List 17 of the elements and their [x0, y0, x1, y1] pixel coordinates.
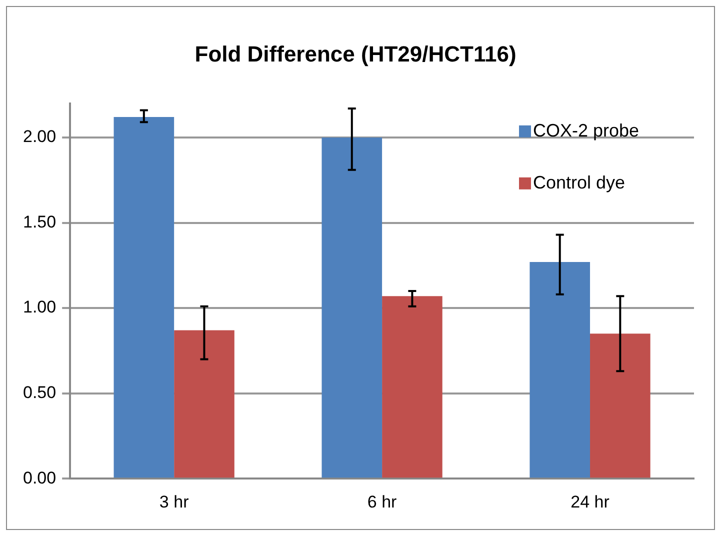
bar: [114, 117, 174, 478]
legend-label: Control dye: [533, 172, 626, 192]
y-tick-label: 1.00: [22, 298, 56, 317]
bar: [382, 296, 442, 478]
x-tick-label: 3 hr: [159, 492, 190, 512]
x-tick-label: 24 hr: [570, 492, 610, 512]
y-tick-label: 0.00: [22, 468, 56, 488]
bar: [530, 262, 590, 478]
x-tick-label: 6 hr: [367, 492, 398, 512]
y-tick-label: 2.00: [22, 127, 56, 146]
y-tick-label: 0.50: [22, 383, 56, 402]
bar: [174, 330, 234, 478]
bar: [322, 138, 382, 478]
legend-label: COX-2 probe: [533, 120, 640, 140]
y-tick-label: 1.50: [22, 212, 56, 232]
bar: [590, 334, 650, 478]
chart-title: Fold Difference (HT29/HCT116): [194, 41, 516, 66]
